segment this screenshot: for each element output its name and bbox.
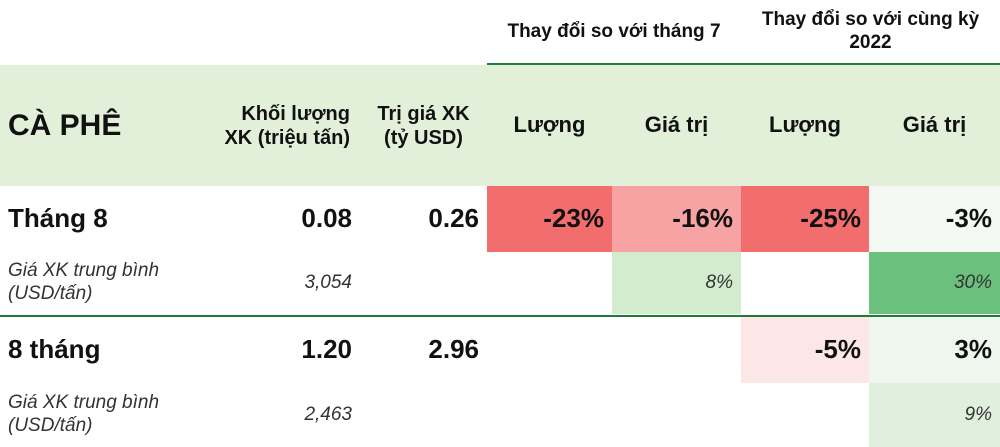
- row-label-avg-price: Giá XK trung bình (USD/tấn): [8, 392, 160, 436]
- cell-year-value: 9%: [869, 383, 1000, 447]
- header-year-volume: Lượng: [769, 112, 841, 138]
- cell-year-value: -3%: [869, 186, 1000, 252]
- row-label-avg-price: Giá XK trung bình (USD/tấn): [8, 260, 160, 304]
- cell-volume: 0.08: [301, 203, 352, 234]
- header-year-value: Giá trị: [902, 112, 967, 138]
- cell-year-value: 3%: [869, 317, 1000, 383]
- cell-volume: 1.20: [301, 334, 352, 365]
- group-underline: [487, 63, 1000, 65]
- header-month-value: Giá trị: [644, 112, 709, 138]
- cell-month-volume: -23%: [487, 186, 612, 252]
- cell-year-volume: -25%: [741, 186, 869, 252]
- section-divider: [0, 315, 1000, 317]
- cell-year-volume: -5%: [741, 317, 869, 383]
- header-band: [0, 65, 1000, 186]
- cell-volume: 2,463: [304, 403, 352, 425]
- header-volume: Khối lượng XK (triệu tấn): [224, 102, 350, 149]
- row-label-month8: Tháng 8: [8, 203, 108, 234]
- cell-year-value: 30%: [869, 252, 1000, 314]
- group-header-vs-month: Thay đổi so với tháng 7: [507, 20, 721, 42]
- header-month-volume: Lượng: [513, 112, 586, 138]
- group-header-vs-year: Thay đổi so với cùng kỳ 2022: [761, 9, 980, 53]
- header-value: Trị giá XK (tỷ USD): [377, 102, 470, 149]
- cell-value: 0.26: [428, 203, 479, 234]
- cell-volume: 3,054: [304, 271, 352, 293]
- cell-value: 2.96: [428, 334, 479, 365]
- header-product: CÀ PHÊ: [8, 108, 122, 142]
- row-label-8months: 8 tháng: [8, 334, 101, 365]
- cell-month-value: -16%: [612, 186, 741, 252]
- cell-month-value: 8%: [612, 252, 741, 314]
